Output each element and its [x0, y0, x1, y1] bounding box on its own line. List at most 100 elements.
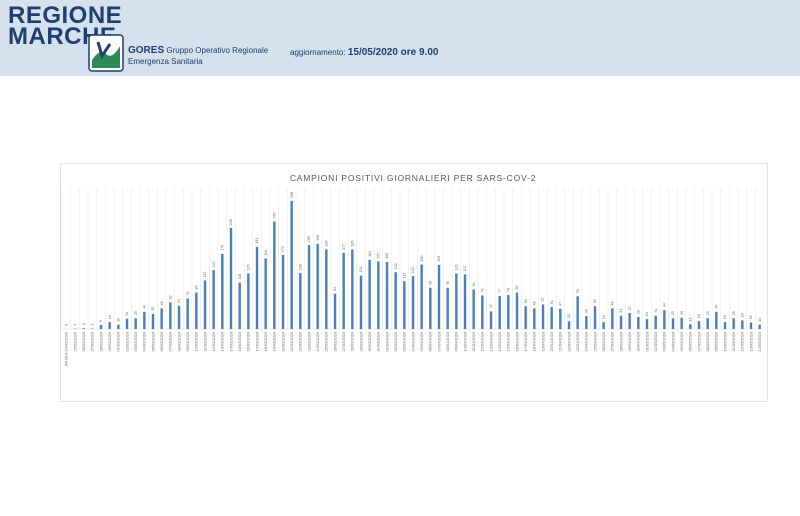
- data-label: 25: [732, 311, 736, 315]
- bar: [576, 296, 579, 329]
- data-label: 177: [342, 244, 346, 250]
- x-tick-label: 14/05/2020: [757, 331, 762, 351]
- x-tick-label: 04/03/2020: [142, 331, 147, 351]
- bar: [195, 292, 198, 329]
- chart-title: CAMPIONI POSITIVI GIORNALIERI PER SARS-C…: [290, 173, 536, 183]
- data-label: 191: [255, 238, 259, 244]
- bar: [117, 324, 120, 329]
- gores-desc-2: Emergenza Sanitaria: [128, 57, 203, 66]
- bar: [515, 292, 519, 329]
- data-label: 16: [602, 315, 606, 319]
- data-label: 28: [637, 310, 641, 314]
- data-label: 62: [169, 295, 173, 299]
- gores-desc-1: Gruppo Operativo Regionale: [166, 46, 269, 55]
- data-label: 235: [229, 219, 233, 225]
- bar: [221, 253, 224, 329]
- x-tick-label: 03/03/2020: [133, 331, 138, 351]
- data-label: 35: [151, 307, 155, 311]
- x-tick-label: 11/03/2020: [202, 331, 207, 351]
- bar: [299, 273, 302, 329]
- x-tick-label: 21/04/2020: [558, 331, 563, 351]
- bar: [411, 276, 415, 329]
- data-label: 298: [290, 192, 294, 198]
- data-label: 96: [429, 281, 433, 285]
- bar: [125, 318, 129, 329]
- data-label: 48: [160, 301, 164, 305]
- data-label: 85: [195, 285, 199, 289]
- bar: [290, 200, 293, 329]
- bar: [177, 305, 181, 329]
- bar: [593, 306, 597, 329]
- data-label: 10: [117, 318, 121, 322]
- data-label: 54: [177, 299, 181, 303]
- bar: [247, 273, 250, 329]
- data-label: 172: [281, 246, 285, 252]
- x-tick-label: 10/04/2020: [462, 331, 467, 351]
- x-tick-label: 25/02/2020: [72, 331, 77, 351]
- data-label: 47: [559, 302, 563, 306]
- x-tick-label: 13/03/2020: [220, 331, 225, 351]
- bar: [680, 317, 683, 329]
- bar: [143, 311, 146, 329]
- data-label: 127: [463, 265, 467, 271]
- x-tick-label: 18/04/2020: [532, 331, 537, 351]
- data-label: 51: [550, 300, 554, 304]
- x-tick-label: 11/05/2020: [731, 331, 736, 351]
- bar: [715, 311, 718, 329]
- x-tick-label: 28/04/2020: [618, 331, 623, 351]
- bar: [741, 320, 744, 329]
- bar: [550, 307, 553, 329]
- bar: [481, 295, 484, 329]
- data-label: 40: [715, 305, 719, 309]
- bar: [307, 245, 311, 329]
- x-tick-label: 26/02/2020: [81, 331, 86, 351]
- x-tick-label: 27/04/2020: [610, 331, 615, 351]
- data-label: 77: [498, 289, 502, 293]
- x-tick-label: 10/03/2020: [194, 331, 199, 351]
- x-tick-label: 02/03/2020: [124, 331, 129, 351]
- x-tick-label: 26/03/2020: [332, 331, 337, 351]
- bar: [316, 243, 319, 329]
- data-label: 30: [585, 309, 589, 313]
- data-label: 24: [125, 312, 129, 316]
- x-tick-label: 02/04/2020: [393, 331, 398, 351]
- data-label: 25: [706, 311, 710, 315]
- data-label: 20: [741, 313, 745, 317]
- data-label: 25: [134, 311, 138, 315]
- data-label: 11: [689, 318, 693, 322]
- x-tick-label: 05/05/2020: [679, 331, 684, 351]
- bar: [455, 273, 458, 329]
- bar: [645, 319, 649, 329]
- bar: [351, 249, 354, 329]
- data-label: 26: [680, 311, 684, 315]
- update-value: 15/05/2020 ore 9.00: [347, 47, 439, 58]
- bar: [446, 287, 449, 329]
- data-label: 76: [576, 289, 580, 293]
- data-label: 250: [273, 213, 277, 219]
- x-tick-label: 08/05/2020: [705, 331, 710, 351]
- data-label: 2: [82, 323, 86, 325]
- x-tick-label: 09/04/2020: [454, 331, 459, 351]
- bar: [628, 313, 631, 329]
- data-label: 124: [359, 267, 363, 273]
- x-tick-label: 02/05/2020: [653, 331, 658, 351]
- bar: [706, 318, 709, 329]
- bar: [203, 280, 207, 329]
- bar: [333, 293, 337, 329]
- bar: [489, 311, 493, 329]
- x-tick-label: 23/03/2020: [306, 331, 311, 351]
- data-label: 92: [472, 282, 476, 286]
- bar: [368, 259, 371, 329]
- bar: [420, 264, 423, 329]
- data-label: 0: [65, 324, 69, 326]
- bar: [671, 318, 675, 329]
- x-tick-label: 06/03/2020: [159, 331, 164, 351]
- data-label: 48: [611, 301, 615, 305]
- data-label: 137: [212, 261, 216, 267]
- bar: [429, 287, 432, 329]
- data-label: 78: [481, 288, 485, 292]
- bar: [619, 315, 623, 329]
- bar: [472, 289, 475, 329]
- bar: [498, 295, 501, 329]
- x-tick-label: 25/04/2020: [592, 331, 597, 351]
